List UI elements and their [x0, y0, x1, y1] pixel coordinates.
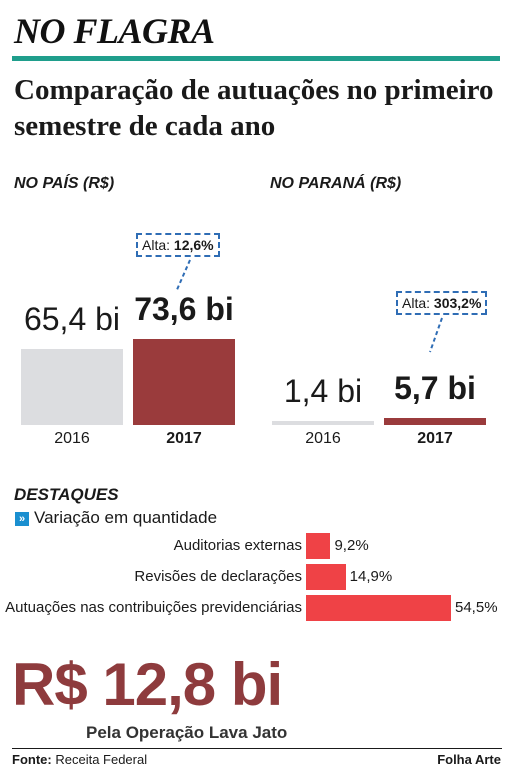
- bar-value-label: 73,6 bi: [134, 291, 234, 327]
- callout-pointer-parana: [429, 317, 443, 353]
- horizontal-bar-category-label: Revisões de declarações: [134, 568, 302, 585]
- horizontal-bar: [306, 564, 346, 590]
- horizontal-bar-category-label: Autuações nas contribuições previdenciár…: [5, 599, 302, 616]
- bar-2017: [384, 418, 486, 425]
- bar-value-label: 1,4 bi: [283, 373, 363, 409]
- source-text: Receita Federal: [55, 752, 148, 767]
- bar-2017: [133, 339, 235, 425]
- horizontal-bar: [306, 533, 331, 559]
- callout-pais: Alta: 12,6%: [136, 233, 220, 257]
- footer-credit: Folha Arte: [437, 752, 501, 767]
- x-tick-label: 2017: [166, 430, 202, 447]
- panel-title-parana: NO PARANÁ (R$): [270, 175, 402, 192]
- callout-prefix: Alta:: [402, 295, 431, 311]
- x-tick-label: 2017: [417, 430, 453, 447]
- source-label: Fonte:: [12, 752, 52, 767]
- bar-value-label: 5,7 bi: [394, 370, 476, 407]
- callout-value: 12,6%: [173, 237, 214, 253]
- x-tick-label: 2016: [54, 430, 90, 447]
- bar-value-label: 65,4 bi: [23, 300, 121, 337]
- x-tick-label: 2016: [305, 430, 341, 447]
- callout-value: 303,2%: [433, 295, 482, 311]
- subtitle: Comparação de autuações no primeiro seme…: [14, 74, 494, 142]
- callout-prefix: Alta:: [142, 237, 171, 253]
- footer-source: Fonte: Receita Federal: [12, 752, 147, 767]
- big-amount: R$ 12,8 bi: [12, 651, 283, 718]
- panel-title-pais: NO PAÍS (R$): [14, 175, 115, 192]
- callout-parana: Alta: 303,2%: [396, 291, 488, 315]
- section-title-destaques: DESTAQUES: [14, 485, 119, 504]
- callout-pointer-pais: [175, 259, 191, 293]
- bar-2016: [21, 348, 123, 425]
- horizontal-bar: [306, 595, 451, 621]
- arrow-right-icon: »: [15, 512, 29, 526]
- operation-caption: Pela Operação Lava Jato: [86, 723, 288, 742]
- horizontal-bar-category-label: Auditorias externas: [173, 537, 302, 554]
- accent-rule: [12, 56, 500, 61]
- footer-rule: [12, 748, 502, 749]
- horizontal-bar-value-label: 54,5%: [455, 599, 498, 616]
- horizontal-bar-value-label: 14,9%: [349, 568, 393, 585]
- legend-text: Variação em quantidade: [34, 508, 218, 527]
- horizontal-bar-value-label: 9,2%: [334, 537, 369, 554]
- headline: NO FLAGRA: [14, 11, 215, 51]
- bar-2016: [272, 421, 374, 425]
